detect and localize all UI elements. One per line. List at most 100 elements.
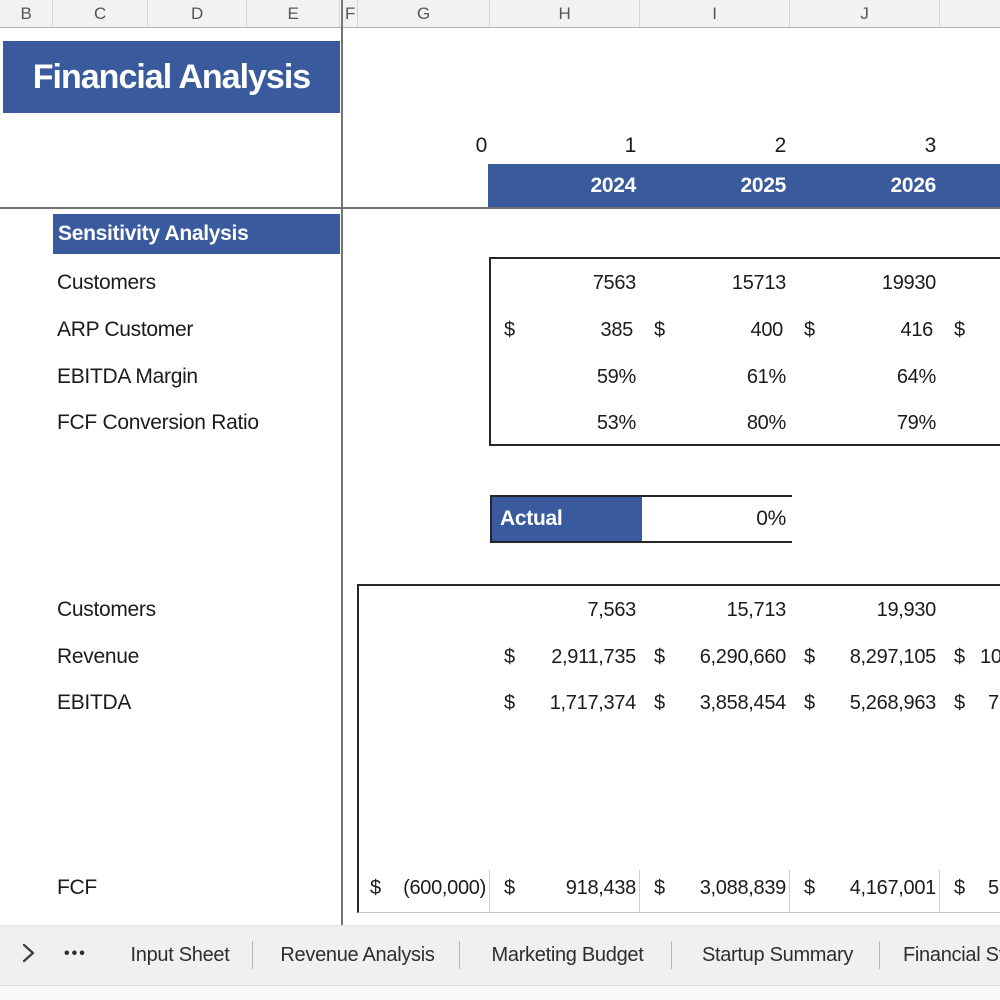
tab-separator: [879, 941, 880, 969]
column-header-d[interactable]: D: [148, 0, 247, 28]
year-cell-2026[interactable]: 2026: [890, 174, 936, 197]
sensitivity-table-border: [489, 257, 1000, 446]
sheet-tab-financial-statements-partial[interactable]: Financial Sta: [903, 944, 1000, 966]
row-label-ebitda[interactable]: EBITDA: [57, 691, 132, 714]
results-revenue-2026[interactable]: 8,297,105: [849, 646, 937, 668]
column-header-c[interactable]: C: [53, 0, 148, 28]
results-ebitda-2027-partial[interactable]: 7: [988, 692, 999, 714]
period-cell-1[interactable]: 1: [624, 134, 637, 157]
sheet-title[interactable]: Financial Analysis: [3, 41, 340, 113]
currency-symbol: $: [504, 646, 515, 668]
freeze-pane-vertical-divider: [341, 0, 343, 925]
sensitivity-section-header[interactable]: Sensitivity Analysis: [53, 214, 340, 254]
sensitivity-arp-2024[interactable]: 385: [600, 319, 634, 341]
sensitivity-fcf-ratio-2024[interactable]: 53%: [596, 412, 636, 434]
row-label-ebitda-margin[interactable]: EBITDA Margin: [57, 365, 198, 388]
currency-symbol: $: [504, 692, 515, 714]
year-header-band: [488, 164, 1000, 207]
currency-symbol: $: [654, 646, 665, 668]
column-header-b[interactable]: B: [0, 0, 53, 28]
row-label-customers-result[interactable]: Customers: [57, 598, 156, 621]
period-cell-2[interactable]: 2: [774, 134, 787, 157]
column-header-j[interactable]: J: [790, 0, 940, 28]
status-bar-strip: [0, 985, 1000, 1000]
sheet-tab-marketing-budget[interactable]: Marketing Budget: [491, 944, 644, 966]
currency-symbol: $: [654, 692, 665, 714]
period-cell-0[interactable]: 0: [475, 134, 488, 157]
sheet-tab-input-sheet[interactable]: Input Sheet: [130, 944, 230, 966]
currency-symbol: $: [804, 692, 815, 714]
sensitivity-ebitda-margin-2025[interactable]: 61%: [746, 366, 786, 388]
sheet-list-icon[interactable]: •••: [64, 945, 87, 962]
currency-symbol: $: [504, 319, 515, 341]
results-fcf-2024[interactable]: 918,438: [565, 877, 637, 899]
currency-symbol: $: [804, 877, 815, 899]
gridline: [639, 870, 640, 912]
results-ebitda-2026[interactable]: 5,268,963: [849, 692, 937, 714]
currency-symbol: $: [370, 877, 381, 899]
tab-separator: [671, 941, 672, 969]
scenario-value-cell[interactable]: 0%: [642, 497, 794, 541]
currency-symbol: $: [654, 319, 665, 341]
row-label-customers[interactable]: Customers: [57, 271, 156, 294]
results-revenue-2025[interactable]: 6,290,660: [699, 646, 787, 668]
currency-symbol: $: [954, 877, 965, 899]
sensitivity-fcf-ratio-2025[interactable]: 80%: [746, 412, 786, 434]
scenario-selector[interactable]: Actual 0%: [490, 495, 794, 543]
results-customers-2024[interactable]: 7,563: [587, 599, 636, 621]
sensitivity-customers-2024[interactable]: 7563: [592, 272, 637, 294]
tab-separator: [459, 941, 460, 969]
sensitivity-fcf-ratio-2026[interactable]: 79%: [896, 412, 936, 434]
sensitivity-arp-2025[interactable]: 400: [750, 319, 784, 341]
results-fcf-2027-partial[interactable]: 5: [988, 877, 999, 899]
scenario-name-cell[interactable]: Actual: [492, 497, 642, 541]
results-customers-2025[interactable]: 15,713: [726, 599, 787, 621]
sensitivity-ebitda-margin-2026[interactable]: 64%: [896, 366, 936, 388]
currency-symbol: $: [804, 646, 815, 668]
gridline: [489, 870, 490, 912]
currency-symbol: $: [954, 646, 965, 668]
sensitivity-arp-2026[interactable]: 416: [900, 319, 934, 341]
currency-symbol: $: [954, 319, 965, 341]
sensitivity-customers-2025[interactable]: 15713: [731, 272, 786, 294]
column-header-divider: [0, 27, 1000, 28]
row-label-arp-customer[interactable]: ARP Customer: [57, 318, 194, 341]
results-fcf-2023[interactable]: (600,000): [403, 877, 486, 899]
currency-symbol: $: [654, 877, 665, 899]
sheet-nav-next-button[interactable]: [20, 925, 44, 985]
column-header-e[interactable]: E: [247, 0, 340, 28]
results-ebitda-2025[interactable]: 3,858,454: [699, 692, 787, 714]
results-fcf-2025[interactable]: 3,088,839: [699, 877, 787, 899]
chevron-right-icon: [20, 941, 36, 970]
row-label-revenue[interactable]: Revenue: [57, 645, 139, 668]
sensitivity-ebitda-margin-2024[interactable]: 59%: [596, 366, 636, 388]
sensitivity-customers-2026[interactable]: 19930: [881, 272, 936, 294]
results-fcf-2026[interactable]: 4,167,001: [849, 877, 937, 899]
results-revenue-2027-partial[interactable]: 10: [980, 646, 1000, 668]
results-revenue-2024[interactable]: 2,911,735: [551, 646, 636, 668]
freeze-pane-horizontal-divider: [0, 207, 1000, 209]
results-table-border: [357, 584, 1000, 913]
row-label-fcf-conversion-ratio[interactable]: FCF Conversion Ratio: [57, 411, 259, 434]
year-cell-2024[interactable]: 2024: [590, 174, 636, 197]
gridline: [939, 870, 940, 912]
column-header-h[interactable]: H: [490, 0, 640, 28]
sheet-tab-startup-summary[interactable]: Startup Summary: [701, 944, 854, 966]
gridline: [789, 870, 790, 912]
column-header-k[interactable]: [940, 0, 1000, 28]
currency-symbol: $: [504, 877, 515, 899]
column-header-i[interactable]: I: [640, 0, 790, 28]
currency-symbol: $: [804, 319, 815, 341]
column-header-g[interactable]: G: [358, 0, 490, 28]
row-label-fcf[interactable]: FCF: [57, 876, 97, 899]
tab-separator: [252, 941, 253, 969]
results-customers-2026[interactable]: 19,930: [876, 599, 937, 621]
currency-symbol: $: [954, 692, 965, 714]
period-cell-3[interactable]: 3: [924, 134, 937, 157]
column-header-f[interactable]: F: [343, 0, 358, 28]
sheet-tab-bar: [0, 925, 1000, 985]
year-cell-2025[interactable]: 2025: [740, 174, 786, 197]
sheet-tab-revenue-analysis[interactable]: Revenue Analysis: [280, 944, 435, 966]
results-ebitda-2024[interactable]: 1,717,374: [549, 692, 637, 714]
